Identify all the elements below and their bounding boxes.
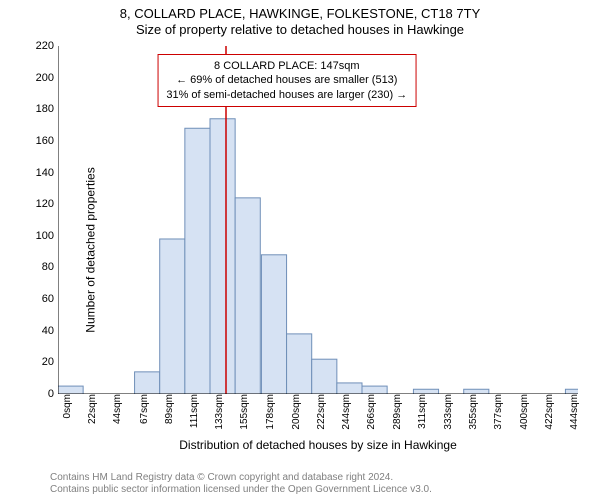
x-tick-label: 111sqm <box>185 394 200 428</box>
x-tick-label: 133sqm <box>210 394 225 430</box>
annotation-line2: ← 69% of detached houses are smaller (51… <box>166 73 407 87</box>
footer-line1: Contains HM Land Registry data © Crown c… <box>50 472 432 484</box>
annotation-box: 8 COLLARD PLACE: 147sqm ← 69% of detache… <box>157 54 416 107</box>
title-line1: 8, COLLARD PLACE, HAWKINGE, FOLKESTONE, … <box>0 6 600 22</box>
x-tick-label: 444sqm <box>565 394 580 430</box>
title-line2: Size of property relative to detached ho… <box>0 22 600 38</box>
y-tick-label: 220 <box>36 40 58 52</box>
x-tick-label: 200sqm <box>287 394 302 430</box>
x-tick-label: 89sqm <box>160 394 175 424</box>
plot-area: 020406080100120140160180200220 0sqm22sqm… <box>58 46 578 394</box>
x-tick-label: 178sqm <box>261 394 276 430</box>
y-tick-label: 20 <box>42 356 58 368</box>
x-tick-label: 0sqm <box>58 394 73 418</box>
y-tick-label: 140 <box>36 167 58 179</box>
y-tick-label: 120 <box>36 198 58 210</box>
y-tick-label: 160 <box>36 135 58 147</box>
y-tick-label: 60 <box>42 293 58 305</box>
x-tick-label: 377sqm <box>489 394 504 430</box>
x-tick-label: 311sqm <box>413 394 428 429</box>
x-tick-label: 266sqm <box>362 394 377 430</box>
y-tick-label: 0 <box>48 388 58 400</box>
x-tick-label: 155sqm <box>235 394 250 430</box>
chart-container: 8, COLLARD PLACE, HAWKINGE, FOLKESTONE, … <box>0 0 600 500</box>
y-tick-label: 180 <box>36 103 58 115</box>
y-tick-label: 100 <box>36 230 58 242</box>
footer-attribution: Contains HM Land Registry data © Crown c… <box>50 472 432 496</box>
y-tick-label: 200 <box>36 72 58 84</box>
x-tick-label: 355sqm <box>464 394 479 430</box>
chart-title: 8, COLLARD PLACE, HAWKINGE, FOLKESTONE, … <box>0 0 600 39</box>
annotation-line3: 31% of semi-detached houses are larger (… <box>166 88 407 102</box>
y-tick-label: 40 <box>42 325 58 337</box>
footer-line2: Contains public sector information licen… <box>50 484 432 496</box>
annotation-line1: 8 COLLARD PLACE: 147sqm <box>166 59 407 73</box>
x-tick-label: 400sqm <box>515 394 530 430</box>
x-tick-label: 244sqm <box>337 394 352 430</box>
x-tick-label: 222sqm <box>312 394 327 430</box>
x-tick-label: 422sqm <box>540 394 555 430</box>
x-axis-label: Distribution of detached houses by size … <box>58 438 578 452</box>
x-tick-label: 333sqm <box>439 394 454 430</box>
x-tick-label: 44sqm <box>108 394 123 424</box>
x-tick-label: 22sqm <box>83 394 98 424</box>
y-tick-label: 80 <box>42 261 58 273</box>
x-tick-label: 289sqm <box>388 394 403 430</box>
x-tick-label: 67sqm <box>135 394 150 424</box>
